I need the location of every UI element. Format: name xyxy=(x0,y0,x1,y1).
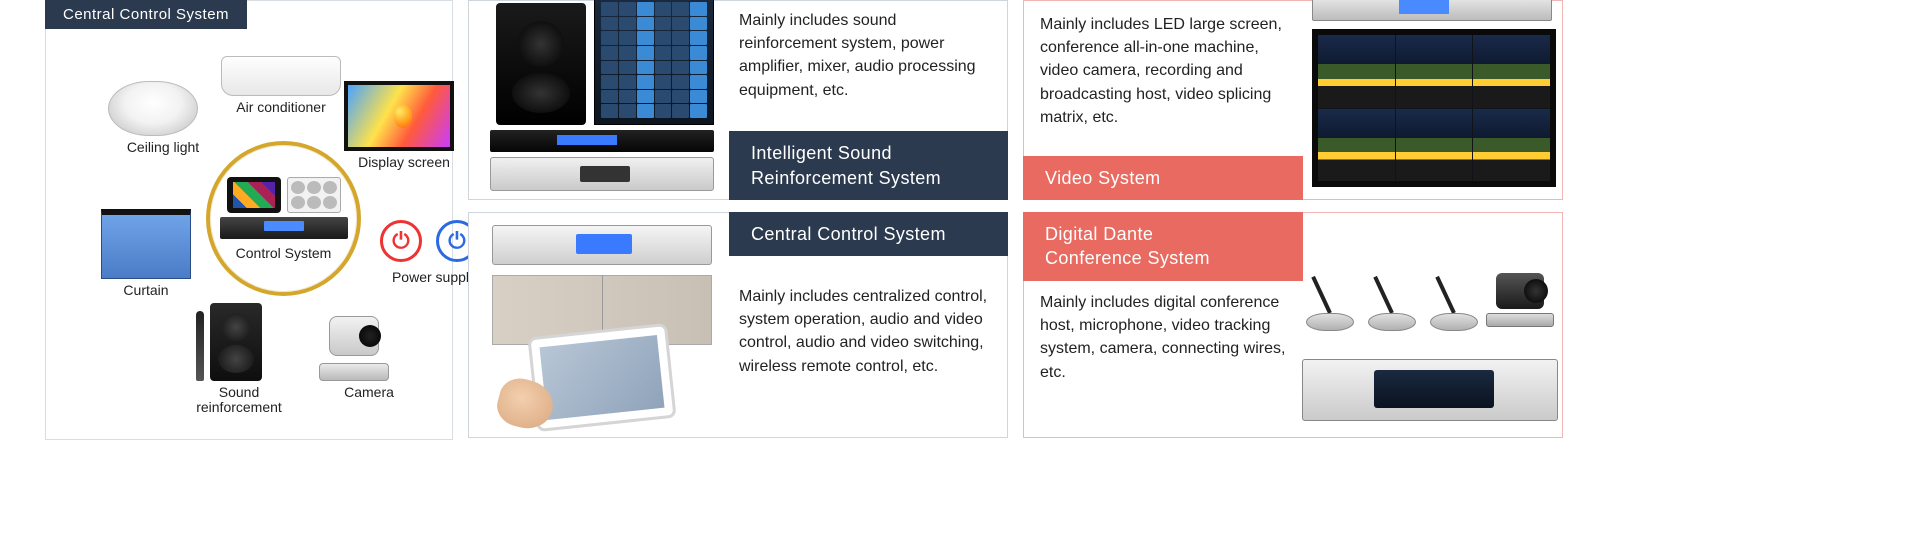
card-title: Digital Dante Conference System xyxy=(1023,212,1303,281)
card-title: Video System xyxy=(1023,156,1303,200)
conference-host-icon xyxy=(1302,359,1558,421)
card-desc: Mainly includes centralized control, sys… xyxy=(739,285,997,378)
card-central-control: Central Control System Mainly includes c… xyxy=(468,212,1008,438)
led-screen-icon xyxy=(1312,29,1556,187)
curtain-icon xyxy=(101,209,191,279)
rack-unit-icon xyxy=(220,217,348,239)
device-camera: Camera xyxy=(314,311,424,400)
card-desc: Mainly includes LED large screen, confer… xyxy=(1040,13,1298,129)
sound-equipment-image xyxy=(484,0,714,195)
microphone-icon xyxy=(1368,273,1416,343)
card-sound-reinforcement: Mainly includes sound reinforcement syst… xyxy=(468,0,1008,200)
microphone-icon xyxy=(1430,273,1478,343)
card-title: Central Control System xyxy=(729,212,1008,256)
device-air-conditioner: Air conditioner xyxy=(221,56,341,115)
card-video-system: Mainly includes LED large screen, confer… xyxy=(1023,0,1563,200)
tracking-camera-icon xyxy=(1486,273,1554,333)
card-desc: Mainly includes digital conference host,… xyxy=(1040,291,1292,384)
central-equipment-image xyxy=(484,225,724,425)
device-label: Ceiling light xyxy=(108,140,218,155)
card-desc: Mainly includes sound reinforcement syst… xyxy=(739,9,994,102)
device-curtain: Curtain xyxy=(101,209,191,298)
display-screen-icon xyxy=(344,81,454,151)
control-system-hub: Control System xyxy=(206,141,361,296)
video-equipment-image xyxy=(1312,0,1558,195)
tablet-icon xyxy=(227,177,281,213)
left-panel-title: Central Control System xyxy=(45,0,247,29)
ceiling-light-icon xyxy=(108,81,198,136)
device-display-screen: Display screen xyxy=(344,81,464,170)
device-label: Curtain xyxy=(101,283,191,298)
hub-label: Control System xyxy=(236,245,332,261)
button-panel-icon xyxy=(287,177,341,213)
card-dante-conference: Digital Dante Conference System Mainly i… xyxy=(1023,212,1563,438)
power-off-icon: ⏻ xyxy=(380,220,422,262)
device-label: Sound reinforcement xyxy=(174,385,304,416)
camera-icon xyxy=(314,311,394,381)
air-conditioner-icon xyxy=(221,56,341,96)
device-label: Display screen xyxy=(344,155,464,170)
device-sound-reinforcement: Sound reinforcement xyxy=(174,301,304,416)
sound-reinforcement-icon xyxy=(174,301,284,381)
power-supply-icon: ⏻ ⏻ xyxy=(379,216,479,266)
dante-equipment-image xyxy=(1306,273,1558,433)
device-label: Air conditioner xyxy=(221,100,341,115)
card-title: Intelligent Sound Reinforcement System xyxy=(729,131,1008,200)
left-panel: Central Control System Ceiling light Air… xyxy=(45,0,453,440)
device-label: Camera xyxy=(314,385,424,400)
microphone-icon xyxy=(1306,273,1354,343)
device-ceiling-light: Ceiling light xyxy=(108,81,218,155)
